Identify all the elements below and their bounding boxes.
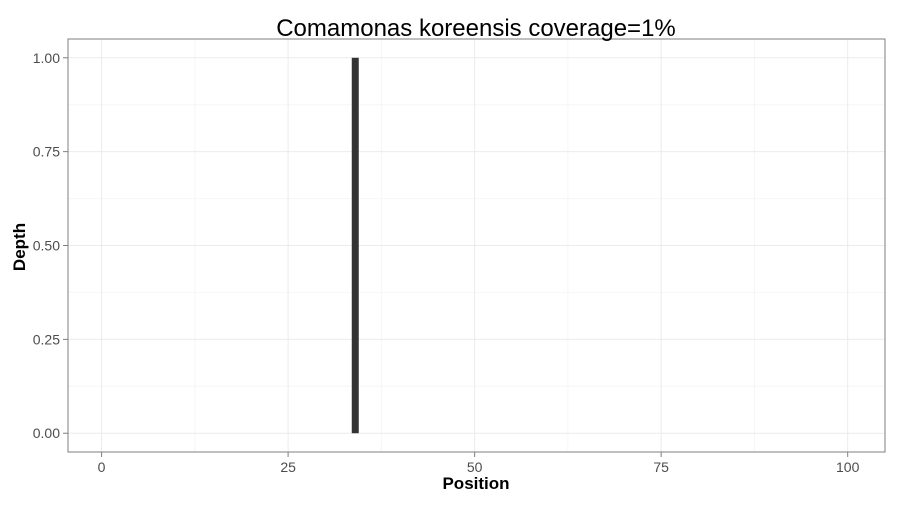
- bars-layer: [351, 57, 359, 434]
- minor-gridlines: [68, 39, 885, 452]
- x-axis: 0 25 50 75 100: [98, 452, 860, 475]
- x-tick-label: 50: [467, 459, 483, 475]
- y-tick-label: 0.00: [33, 425, 60, 441]
- depth-bar: [351, 57, 359, 434]
- y-tick-label: 1.00: [33, 50, 60, 66]
- y-tick-label: 0.50: [33, 238, 60, 254]
- x-tick-label: 25: [280, 459, 296, 475]
- major-gridlines: [68, 39, 885, 452]
- y-tick-label: 0.75: [33, 144, 60, 160]
- x-tick-label: 0: [98, 459, 106, 475]
- x-tick-label: 100: [836, 459, 860, 475]
- chart-title: Comamonas koreensis coverage=1%: [276, 15, 676, 42]
- x-axis-label: Position: [442, 474, 509, 493]
- y-axis: 0.00 0.25 0.50 0.75 1.00: [33, 50, 68, 441]
- y-axis-label: Depth: [10, 223, 29, 271]
- y-tick-label: 0.25: [33, 331, 60, 347]
- x-tick-label: 75: [653, 459, 669, 475]
